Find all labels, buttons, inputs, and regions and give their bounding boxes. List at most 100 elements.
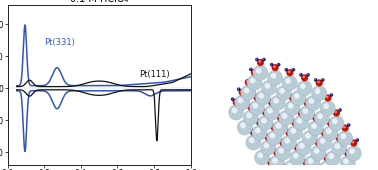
Circle shape [317, 81, 320, 83]
Circle shape [291, 119, 299, 126]
Circle shape [337, 136, 339, 138]
Circle shape [326, 96, 328, 98]
Circle shape [265, 83, 270, 89]
Circle shape [302, 98, 305, 101]
Circle shape [302, 158, 303, 160]
Circle shape [299, 143, 303, 146]
Circle shape [279, 110, 294, 126]
Circle shape [277, 138, 281, 141]
Circle shape [300, 83, 306, 89]
Circle shape [314, 78, 318, 82]
Circle shape [252, 125, 267, 140]
Circle shape [293, 115, 309, 131]
Circle shape [300, 143, 301, 145]
Circle shape [291, 128, 294, 131]
Circle shape [291, 128, 293, 130]
Circle shape [253, 103, 258, 108]
Circle shape [292, 143, 296, 146]
Circle shape [343, 158, 349, 164]
Circle shape [253, 94, 260, 101]
Circle shape [273, 98, 279, 104]
Circle shape [333, 109, 340, 116]
Circle shape [247, 104, 254, 111]
Circle shape [323, 126, 338, 141]
Circle shape [335, 143, 340, 149]
Circle shape [308, 158, 313, 164]
Circle shape [329, 154, 331, 155]
Circle shape [250, 78, 256, 83]
Circle shape [277, 63, 280, 66]
Circle shape [323, 164, 325, 165]
Circle shape [252, 70, 255, 73]
Circle shape [305, 155, 320, 170]
Circle shape [325, 118, 329, 122]
Circle shape [276, 85, 291, 101]
Circle shape [314, 110, 330, 126]
Circle shape [287, 163, 291, 166]
Circle shape [287, 130, 290, 133]
Circle shape [341, 124, 342, 125]
Circle shape [238, 97, 242, 101]
Circle shape [237, 120, 253, 135]
Circle shape [321, 129, 328, 136]
Circle shape [350, 149, 352, 150]
Circle shape [349, 139, 350, 140]
Circle shape [313, 138, 316, 141]
Circle shape [285, 69, 287, 70]
Circle shape [326, 128, 330, 132]
Circle shape [314, 139, 315, 140]
Circle shape [275, 150, 277, 153]
Circle shape [246, 135, 261, 150]
Circle shape [340, 123, 343, 127]
Circle shape [255, 118, 256, 120]
Circle shape [249, 105, 251, 108]
Circle shape [299, 143, 305, 149]
Circle shape [301, 74, 308, 81]
Circle shape [293, 143, 294, 145]
Circle shape [259, 93, 264, 99]
Circle shape [311, 145, 326, 161]
Circle shape [314, 148, 319, 154]
Circle shape [240, 122, 246, 128]
Circle shape [308, 121, 324, 136]
Circle shape [263, 165, 278, 170]
Circle shape [254, 117, 258, 121]
Circle shape [314, 79, 316, 80]
Text: Pt(331): Pt(331) [44, 38, 75, 47]
Circle shape [302, 130, 318, 146]
Circle shape [285, 78, 291, 84]
Circle shape [281, 140, 284, 143]
Circle shape [284, 128, 287, 131]
Circle shape [324, 95, 332, 101]
Circle shape [263, 133, 266, 136]
Circle shape [323, 94, 325, 95]
Circle shape [254, 150, 270, 165]
Circle shape [264, 105, 279, 121]
Circle shape [240, 90, 243, 93]
Circle shape [270, 133, 273, 136]
Circle shape [296, 168, 297, 170]
Circle shape [323, 103, 329, 109]
Circle shape [316, 164, 318, 165]
Circle shape [253, 65, 268, 81]
Circle shape [327, 129, 328, 130]
Circle shape [296, 108, 298, 110]
Circle shape [320, 138, 325, 144]
Circle shape [276, 113, 277, 115]
Circle shape [305, 96, 321, 111]
Circle shape [258, 115, 273, 130]
Circle shape [256, 119, 263, 126]
Circle shape [305, 100, 308, 103]
Circle shape [246, 103, 249, 106]
Circle shape [232, 99, 240, 106]
Circle shape [277, 63, 279, 65]
Circle shape [343, 149, 344, 150]
Circle shape [287, 125, 303, 141]
Circle shape [329, 116, 344, 131]
Circle shape [341, 133, 344, 137]
Circle shape [332, 109, 333, 110]
Circle shape [285, 100, 300, 116]
Circle shape [335, 134, 336, 135]
Circle shape [316, 163, 319, 166]
Circle shape [270, 133, 276, 139]
